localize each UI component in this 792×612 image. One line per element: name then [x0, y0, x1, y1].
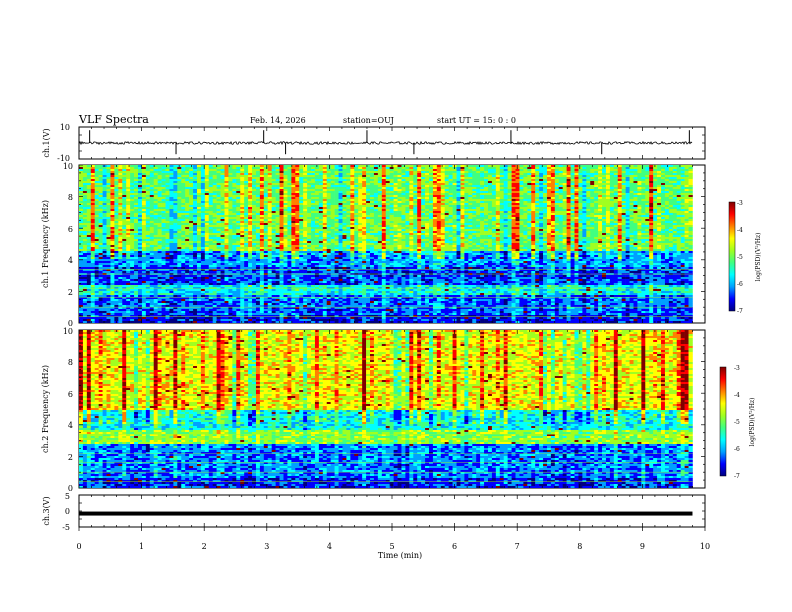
- xtick-4: 4: [327, 542, 332, 551]
- ch2-cb-tick-neg4: -4: [734, 392, 740, 399]
- ch2-cb-tick-neg3: -3: [734, 365, 740, 372]
- xtick-2: 2: [202, 542, 207, 551]
- ch1-waveform-ylabel: ch.1(V): [42, 128, 51, 157]
- ch1-waveform-trace: [78, 140, 693, 146]
- ch2spec-ytick-10: 10: [63, 327, 73, 336]
- ch2spec-ytick-0: 0: [68, 484, 73, 493]
- ch2-spectrogram-ylabel: ch.2 Frequency (kHz): [41, 365, 50, 453]
- ch1-colorbar-label: log(PSD)(V²/Hz): [755, 233, 762, 282]
- ch2spec-ytick-4: 4: [68, 421, 73, 430]
- ch1spec-ytick-0: 0: [68, 319, 73, 328]
- xtick-0: 0: [76, 542, 81, 551]
- ch1-waveform-spikes: [89, 130, 690, 155]
- figure-title: VLF Spectra: [78, 113, 149, 126]
- ch1-colorbar: -3 -4 -5 -6 -7 log(PSD)(V²/Hz): [728, 200, 762, 315]
- xtick-1: 1: [139, 542, 144, 551]
- ch1-cb-tick-neg7: -7: [737, 308, 743, 315]
- ch1spec-ytick-4: 4: [68, 256, 73, 265]
- ch1-waveform-frame: [78, 126, 706, 160]
- ch2spec-ytick-6: 6: [68, 390, 73, 399]
- ch3-waveform-frame: [78, 494, 706, 528]
- ch1spec-ytick-2: 2: [68, 288, 73, 297]
- xtick-6: 6: [452, 542, 457, 551]
- ch1-cb-tick-neg3: -3: [737, 200, 743, 207]
- date-label: Feb. 14, 2026: [250, 116, 306, 125]
- ch1spec-ytick-6: 6: [68, 225, 73, 234]
- ch1-spectrogram-ylabel: ch.1 Frequency (kHz): [41, 200, 50, 288]
- xtick-9: 9: [640, 542, 645, 551]
- ch2-cb-tick-neg6: -6: [734, 446, 740, 453]
- ch3-ytick-neg5: -5: [62, 523, 70, 532]
- ch2-colorbar: -3 -4 -5 -6 -7 log(PSD)(V²/Hz): [719, 365, 756, 480]
- xtick-8: 8: [577, 542, 582, 551]
- ch1-spectrogram: [79, 165, 693, 323]
- ch1-cb-tick-neg5: -5: [737, 254, 743, 261]
- ch1-ytick-neg10: -10: [57, 154, 70, 163]
- station-label: station=OUJ: [343, 116, 394, 125]
- xtick-3: 3: [264, 542, 269, 551]
- ch2-colorbar-label: log(PSD)(V²/Hz): [749, 398, 756, 447]
- start-time-label: start UT = 15: 0 : 0: [437, 116, 516, 125]
- ch1-cb-tick-neg4: -4: [737, 227, 743, 234]
- ch2spec-ytick-2: 2: [68, 453, 73, 462]
- x-axis-label: Time (min): [378, 551, 422, 560]
- ch1-cb-tick-neg6: -6: [737, 281, 743, 288]
- ch2-cb-tick-neg7: -7: [734, 473, 740, 480]
- ch2spec-ytick-8: 8: [68, 358, 73, 367]
- ch3-waveform-ylabel: ch.3(V): [42, 496, 51, 525]
- ch1spec-ytick-10: 10: [63, 162, 73, 171]
- ch1-ytick-10: 10: [60, 123, 70, 132]
- ch1spec-ytick-8: 8: [68, 193, 73, 202]
- ch2-cb-tick-neg5: -5: [734, 419, 740, 426]
- ch3-waveform-trace: [79, 511, 693, 516]
- ch3-ytick-5: 5: [65, 492, 70, 501]
- ch3-ytick-0: 0: [65, 507, 70, 516]
- xtick-10: 10: [700, 542, 710, 551]
- xtick-7: 7: [515, 542, 520, 551]
- ch2-spectrogram: [79, 330, 693, 488]
- xtick-5: 5: [389, 542, 394, 551]
